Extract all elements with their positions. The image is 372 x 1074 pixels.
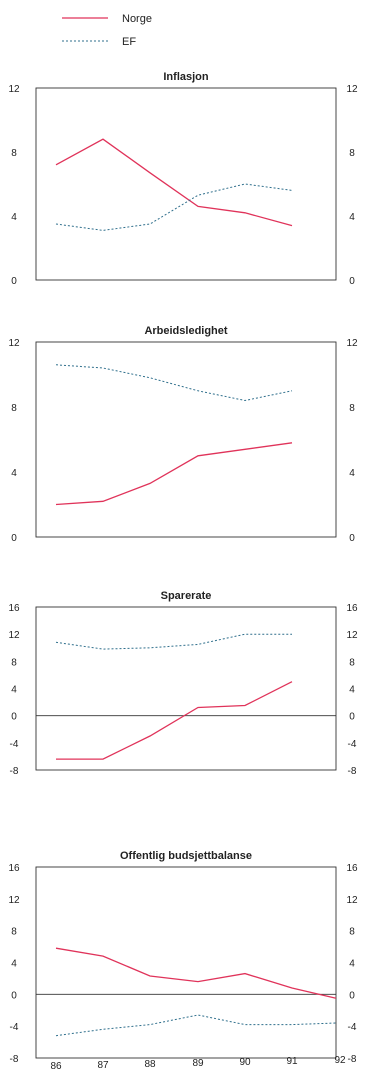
panel-4: Offentlig budsjettbalanse 16 12 8 4 0 -4 -8 16 12… <box>8 850 358 1065</box>
chart-panels: Inflasjon 12 8 4 0 12 8 4 0 Arbeidsledighet 12 8 4 0 1… <box>8 71 358 1072</box>
right-tick-label: 0 <box>349 276 355 287</box>
chart-title: Inflasjon <box>163 71 209 83</box>
series-line-norge <box>55 138 293 227</box>
chart-title: Offentlig budsjettbalanse <box>120 850 252 862</box>
left-tick-label: 8 <box>11 927 17 938</box>
x-axis-labels: 86 87 88 89 90 91 92 <box>50 1055 346 1072</box>
right-tick-label: 0 <box>349 712 355 723</box>
right-tick-label: 8 <box>349 148 355 159</box>
right-tick-label: -4 <box>348 1022 357 1033</box>
left-tick-label: 0 <box>11 533 17 544</box>
left-tick-label: 12 <box>8 895 20 906</box>
left-tick-label: 0 <box>11 276 17 287</box>
right-tick-label: -8 <box>348 766 357 777</box>
left-tick-label: -4 <box>10 1022 19 1033</box>
left-tick-label: 4 <box>11 685 17 696</box>
left-tick-label: 4 <box>11 959 17 970</box>
right-tick-label: 4 <box>349 212 355 223</box>
left-tick-label: -8 <box>10 1054 19 1065</box>
right-tick-label: 12 <box>346 895 358 906</box>
left-tick-label: -8 <box>10 766 19 777</box>
series-line-ef <box>55 633 292 650</box>
legend: Norge EF <box>62 13 152 48</box>
plot-frame <box>35 866 337 1059</box>
left-tick-label: 0 <box>11 990 17 1001</box>
chart-title: Arbeidsledighet <box>144 325 227 337</box>
series-line-norge <box>56 681 293 760</box>
series-line-norge <box>55 947 337 999</box>
left-tick-label: 16 <box>8 863 20 874</box>
plot-frame <box>35 341 337 538</box>
right-tick-label: 0 <box>349 533 355 544</box>
plot-frame <box>35 606 337 771</box>
left-tick-label: 0 <box>11 712 17 723</box>
legend-ef-label: EF <box>122 36 136 48</box>
series-line-ef <box>55 183 293 231</box>
left-tick-label: 4 <box>11 212 17 223</box>
right-tick-label: 8 <box>349 657 355 668</box>
x-tick-label: 88 <box>144 1059 156 1070</box>
series-line-ef <box>55 364 293 402</box>
series-line-ef <box>55 1014 337 1037</box>
right-tick-label: 16 <box>346 863 358 874</box>
panel-1: Inflasjon 12 8 4 0 12 8 4 0 <box>8 71 358 287</box>
x-tick-label: 89 <box>192 1058 204 1069</box>
panel-2: Arbeidsledighet 12 8 4 0 12 8 4 0 <box>8 325 358 544</box>
left-tick-label: 8 <box>11 148 17 159</box>
panel-3: Sparerate 16 12 8 4 0 -4 -8 16 12 8 4 0 -4 -8 <box>8 590 358 777</box>
chart-title: Sparerate <box>161 590 212 602</box>
x-tick-label: 87 <box>97 1060 109 1071</box>
x-tick-label: 86 <box>50 1061 62 1072</box>
right-tick-label: 4 <box>349 685 355 696</box>
plot-frame <box>35 87 337 281</box>
left-tick-label: 16 <box>8 603 20 614</box>
right-tick-label: 16 <box>346 603 358 614</box>
right-tick-label: 12 <box>346 630 358 641</box>
series-line-norge <box>55 442 293 506</box>
left-tick-label: 12 <box>8 338 20 349</box>
left-tick-label: 12 <box>8 630 20 641</box>
right-tick-label: 12 <box>346 84 358 95</box>
right-tick-label: 4 <box>349 468 355 479</box>
right-tick-label: 8 <box>349 927 355 938</box>
left-tick-label: 8 <box>11 403 17 414</box>
right-tick-label: -8 <box>348 1054 357 1065</box>
right-tick-label: 4 <box>349 959 355 970</box>
right-tick-label: -4 <box>348 739 357 750</box>
left-tick-label: 4 <box>11 468 17 479</box>
left-tick-label: 12 <box>8 84 20 95</box>
right-tick-label: 0 <box>349 990 355 1001</box>
legend-norge-label: Norge <box>122 13 152 25</box>
left-tick-label: 8 <box>11 657 17 668</box>
left-tick-label: -4 <box>10 739 19 750</box>
x-tick-label: 90 <box>239 1057 251 1068</box>
right-tick-label: 8 <box>349 403 355 414</box>
x-tick-label: 92 <box>334 1055 346 1066</box>
right-tick-label: 12 <box>346 338 358 349</box>
x-tick-label: 91 <box>286 1056 298 1067</box>
